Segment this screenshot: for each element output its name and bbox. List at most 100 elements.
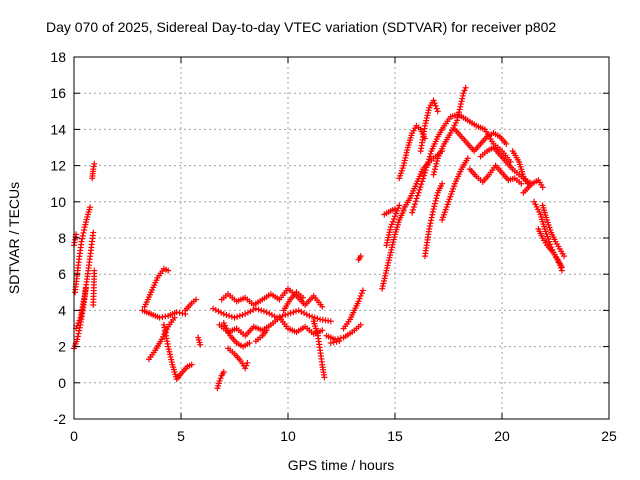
y-tick-label: 4 [58,302,66,318]
data-point [561,253,568,260]
y-tick-label: 8 [58,230,66,246]
data-point [433,195,440,202]
data-point [197,341,204,348]
y-tick-label: -2 [54,411,67,427]
data-point [434,192,441,199]
data-point [462,84,469,91]
data-point [430,97,437,104]
data-point [78,238,85,245]
data-point [293,308,300,315]
data-point [431,100,438,107]
data-point [464,155,471,162]
data-point [239,311,246,318]
data-point [303,311,310,318]
data-point [425,158,432,165]
data-point [428,217,435,224]
data-point [410,203,417,210]
data-point [431,168,438,175]
x-tick-label: 20 [494,428,510,444]
y-tick-label: 14 [50,121,66,137]
data-points [71,84,568,392]
data-point [285,311,291,318]
data-point [91,160,98,167]
data-point [244,359,251,366]
data-point [266,310,273,317]
x-tick-label: 15 [387,428,403,444]
data-point [456,106,463,113]
data-point [263,327,270,334]
data-point [74,333,81,340]
data-point [392,213,398,220]
data-point [290,309,297,316]
data-point [223,311,230,318]
data-point [314,315,321,322]
y-tick-label: 16 [50,85,66,101]
data-point [426,223,433,230]
data-point [243,362,250,369]
data-point [421,172,428,179]
data-point [393,210,400,217]
data-point [226,312,233,319]
data-point [539,184,546,191]
data-point [430,171,437,178]
data-point [242,365,249,372]
data-point [319,303,326,310]
data-point [176,309,183,316]
data-point [173,309,180,316]
data-point [79,232,86,239]
data-point [287,310,294,317]
data-point [321,374,328,381]
y-tick-label: 18 [50,49,66,65]
data-point [244,309,251,316]
data-point [422,167,429,174]
data-point [212,306,219,313]
data-point [413,195,420,202]
y-tick-label: 2 [58,339,66,355]
data-point [558,263,565,270]
data-point [457,101,464,108]
data-point [460,90,467,97]
data-point [427,150,434,157]
data-point [156,314,163,321]
data-point [210,305,217,312]
data-point [503,140,510,147]
data-point [414,192,421,199]
data-point [431,203,438,210]
data-point [216,377,223,384]
data-point [165,267,172,274]
y-tick-label: 12 [50,158,66,174]
data-point [246,339,253,346]
data-point [337,335,344,342]
x-axis-label: GPS time / hours [288,457,395,473]
data-point [218,309,225,316]
data-point [356,295,363,302]
data-point [461,87,468,94]
data-point [327,339,334,346]
data-point [426,153,433,160]
data-point [432,163,439,170]
data-point [358,290,365,297]
data-point [217,375,224,382]
data-point [306,312,313,319]
data-point [411,201,418,208]
data-point [458,98,465,105]
data-point [309,313,316,320]
data-point [392,206,398,213]
x-tick-label: 25 [601,428,617,444]
data-point [333,338,340,345]
grid-layer [74,57,609,419]
data-point [282,311,289,318]
data-point [215,308,222,315]
data-point [75,330,82,337]
data-point [299,294,306,301]
data-point [419,178,426,185]
data-point [434,108,441,115]
data-point [421,169,428,176]
data-point [359,287,366,294]
data-point [410,206,417,213]
data-point [396,202,403,209]
data-point [427,220,434,227]
y-axis-label: SDTVAR / TECUs [6,182,22,294]
